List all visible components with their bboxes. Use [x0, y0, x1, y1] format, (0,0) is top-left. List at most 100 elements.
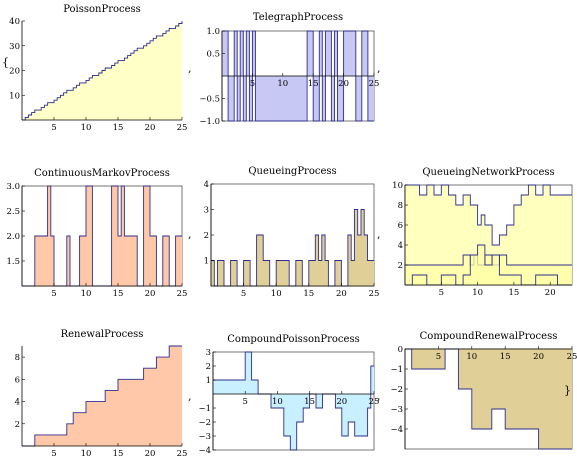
continuous-markov-process-xtick-label: 5 — [51, 289, 56, 299]
compound-poisson-process-ytick-label: −3 — [198, 432, 211, 442]
queueing-process-xtick-label: 15 — [303, 289, 314, 299]
queueing-process-chart: QueueingProcess 5 10 15 20 25 1 2 3 4 — [204, 166, 380, 299]
queueing-process-ytick-label: 4 — [204, 180, 209, 190]
queueing-process-xtick-label: 5 — [241, 289, 246, 299]
poisson-process-ytick-label: 40 — [9, 17, 20, 27]
continuous-markov-process-xtick-label: 25 — [177, 289, 188, 299]
poisson-process-xtick-label: 5 — [51, 123, 56, 133]
renewal-process-ytick-label: 8 — [15, 353, 20, 363]
queueing-network-process-xtick-label: 15 — [508, 288, 519, 298]
compound-renewal-process-xtick-label: 20 — [533, 352, 544, 362]
queueing-process-ytick-label: 2 — [204, 231, 209, 241]
compound-poisson-process-xtick-label: 5 — [242, 397, 247, 407]
renewal-process-ytick-label: 4 — [15, 398, 20, 408]
poisson-process-xtick-label: 10 — [81, 123, 92, 133]
compound-poisson-process-ytick-label: 1 — [206, 376, 211, 386]
queueing-network-process-area-1 — [405, 185, 572, 285]
separator-comma-6: , — [377, 390, 381, 403]
renewal-process-xtick-label: 5 — [51, 449, 56, 459]
open-brace: { — [2, 56, 9, 69]
queueing-process-xtick-label: 10 — [271, 289, 282, 299]
compound-poisson-process-line-1 — [213, 351, 374, 451]
queueing-network-process-ytick-label: 4 — [398, 241, 403, 251]
continuous-markov-process-ytick-label: 3.0 — [6, 182, 20, 192]
continuous-markov-process-title: ContinuousMarkovProcess — [34, 168, 170, 179]
close-brace: } — [564, 384, 571, 397]
queueing-process-area-1 — [211, 209, 374, 286]
queueing-network-process-chart: QueueingNetworkProcess 5 10 15 20 2 4 6 8 10 — [392, 167, 573, 298]
poisson-process-xtick-label: 15 — [113, 123, 124, 133]
renewal-process-title: RenewalProcess — [61, 329, 144, 340]
compound-poisson-process-ytick-label: 2 — [206, 362, 211, 372]
telegraph-process-xtick-label: 25 — [369, 79, 380, 89]
telegraph-process-title: TelegraphProcess — [253, 12, 343, 23]
queueing-process-ytick-label: 3 — [204, 206, 209, 216]
compound-renewal-process-ytick-label: −2 — [390, 385, 403, 395]
continuous-markov-process-ytick-label: 2.5 — [6, 207, 20, 217]
compound-renewal-process-ytick-label: −3 — [390, 405, 403, 415]
continuous-markov-process-xtick-label: 10 — [81, 289, 92, 299]
compound-renewal-process-xtick-label: 25 — [567, 352, 577, 362]
renewal-process-xtick-label: 15 — [113, 449, 124, 459]
renewal-process-area-1 — [22, 346, 182, 446]
renewal-process-xtick-label: 10 — [81, 449, 92, 459]
continuous-markov-process-ytick-label: 1.5 — [6, 257, 20, 267]
telegraph-process-ytick-label: −0.5 — [199, 95, 220, 105]
continuous-markov-process-xtick-label: 20 — [145, 289, 156, 299]
queueing-network-process-xtick-label: 20 — [545, 288, 556, 298]
poisson-process-chart: PoissonProcess 5 10 15 20 25 10 20 30 40 — [9, 4, 187, 133]
renewal-process-chart: RenewalProcess 5 10 15 20 25 2 4 6 8 — [15, 329, 188, 459]
compound-poisson-process-area-1 — [213, 352, 374, 450]
continuous-markov-process-xtick-label: 15 — [113, 289, 124, 299]
compound-renewal-process-xtick-label: 5 — [436, 352, 441, 362]
compound-poisson-process-ytick-label: 3 — [206, 348, 211, 358]
poisson-process-xtick-label: 25 — [177, 123, 188, 133]
telegraph-process-ytick-label: 1.0 — [206, 27, 220, 37]
queueing-network-process-title: QueueingNetworkProcess — [422, 167, 554, 178]
queueing-network-process-ytick-label: 8 — [398, 201, 403, 211]
compound-renewal-process-ytick-label: −4 — [390, 425, 403, 435]
compound-renewal-process-xtick-label: 10 — [466, 352, 477, 362]
poisson-process-ytick-label: 10 — [9, 91, 20, 101]
separator-comma-3: , — [188, 228, 192, 241]
compound-poisson-process-xtick-label: 25 — [369, 397, 380, 407]
poisson-process-ytick-label: 30 — [9, 42, 20, 52]
queueing-network-process-ytick-label: 2 — [398, 261, 403, 271]
compound-poisson-process-title: CompoundPoissonProcess — [227, 334, 359, 345]
telegraph-process-ytick-label: 0.5 — [206, 50, 220, 60]
compound-renewal-process-title: CompoundRenewalProcess — [420, 331, 558, 342]
telegraph-process-xtick-label: 5 — [250, 79, 255, 89]
poisson-process-xtick-label: 20 — [145, 123, 156, 133]
queueing-network-process-ytick-label: 10 — [392, 181, 403, 191]
compound-renewal-process-ytick-label: −1 — [390, 365, 403, 375]
telegraph-process-line-1 — [222, 30, 374, 122]
telegraph-process-xtick-label: 20 — [338, 79, 349, 89]
compound-poisson-process-ytick-label: −4 — [198, 446, 211, 456]
queueing-process-xtick-label: 25 — [369, 289, 380, 299]
poisson-process-ytick-label: 20 — [9, 67, 20, 77]
poisson-process-title: PoissonProcess — [63, 4, 141, 15]
telegraph-process-ytick-label: −1.0 — [199, 117, 220, 127]
queueing-process-ytick-label: 1 — [204, 257, 209, 267]
renewal-process-xtick-label: 25 — [177, 449, 188, 459]
compound-poisson-process-xtick-label: 20 — [336, 397, 347, 407]
renewal-process-ytick-label: 2 — [15, 420, 20, 430]
compound-renewal-process-xtick-label: 15 — [500, 352, 511, 362]
separator-comma-5: , — [188, 390, 192, 403]
telegraph-process-xtick-label: 15 — [308, 79, 319, 89]
separator-comma-1: , — [188, 62, 192, 75]
renewal-process-xtick-label: 20 — [145, 449, 156, 459]
queueing-network-process-line-1 — [405, 184, 572, 246]
compound-poisson-process-xtick-label: 10 — [272, 397, 283, 407]
queueing-process-title: QueueingProcess — [248, 166, 336, 177]
queueing-network-process-xtick-label: 10 — [472, 288, 483, 298]
poisson-process-line-1 — [22, 21, 183, 121]
compound-renewal-process-line-1 — [405, 348, 572, 450]
separator-comma-4: , — [377, 228, 381, 241]
compound-poisson-process-ytick-label: −2 — [198, 418, 211, 428]
queueing-process-line-1 — [211, 209, 374, 287]
compound-poisson-process-chart: CompoundPoissonProcess 5 10 15 20 25 −4 −3 −2 −1 1… — [198, 334, 379, 456]
telegraph-process-xtick-label: 10 — [277, 79, 288, 89]
renewal-process-line-1 — [22, 345, 182, 447]
